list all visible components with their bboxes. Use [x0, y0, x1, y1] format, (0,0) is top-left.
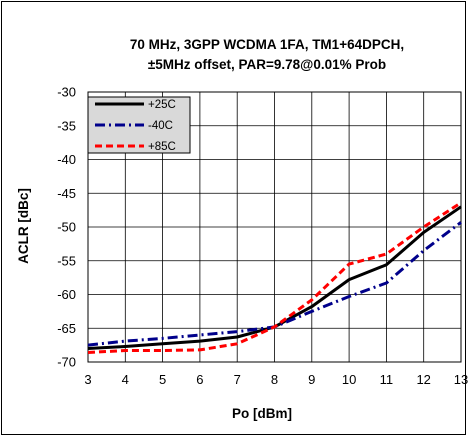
legend-label-25c: +25C: [148, 99, 176, 111]
legend-label-minus40c: -40C: [148, 120, 173, 132]
y-axis-label: ACLR [dBc]: [16, 188, 31, 264]
legend: +25C -40C +85C: [87, 96, 191, 154]
x-tick-label: 8: [271, 372, 278, 387]
y-tick-label: -35: [57, 118, 76, 133]
series-lines: [87, 201, 462, 354]
x-tick-label: 12: [416, 372, 430, 387]
x-tick-label: 4: [122, 372, 129, 387]
x-axis-ticks: 3 4 5 6 7 8 9 10 11 12 13: [84, 372, 468, 387]
chart-title-line-1: 70 MHz, 3GPP WCDMA 1FA, TM1+64DPCH,: [130, 37, 404, 52]
y-tick-label: -65: [57, 321, 76, 336]
y-tick-label: -30: [57, 85, 76, 100]
x-tick-label: 10: [342, 372, 356, 387]
x-tick-label: 7: [234, 372, 241, 387]
y-tick-label: -40: [57, 152, 76, 167]
y-axis-ticks: -30 -35 -40 -45 -50 -55 -60 -65 -70: [57, 85, 76, 370]
x-tick-label: 5: [159, 372, 166, 387]
y-tick-label: -45: [57, 186, 76, 201]
chart-title-line-2: ±5MHz offset, PAR=9.78@0.01% Prob: [148, 57, 386, 72]
legend-label-85c: +85C: [148, 141, 176, 153]
x-tick-label: 9: [308, 372, 315, 387]
series-line-2: [87, 201, 462, 354]
x-tick-label: 3: [84, 372, 91, 387]
x-tick-label: 11: [380, 372, 394, 387]
y-tick-label: -55: [57, 253, 76, 268]
y-tick-label: -50: [57, 220, 76, 235]
y-tick-label: -60: [57, 287, 76, 302]
x-axis-label: Po [dBm]: [232, 406, 292, 421]
x-tick-label: 13: [454, 372, 468, 387]
x-tick-label: 6: [196, 372, 203, 387]
plot-border: [87, 91, 462, 363]
y-tick-label: -70: [57, 355, 76, 370]
